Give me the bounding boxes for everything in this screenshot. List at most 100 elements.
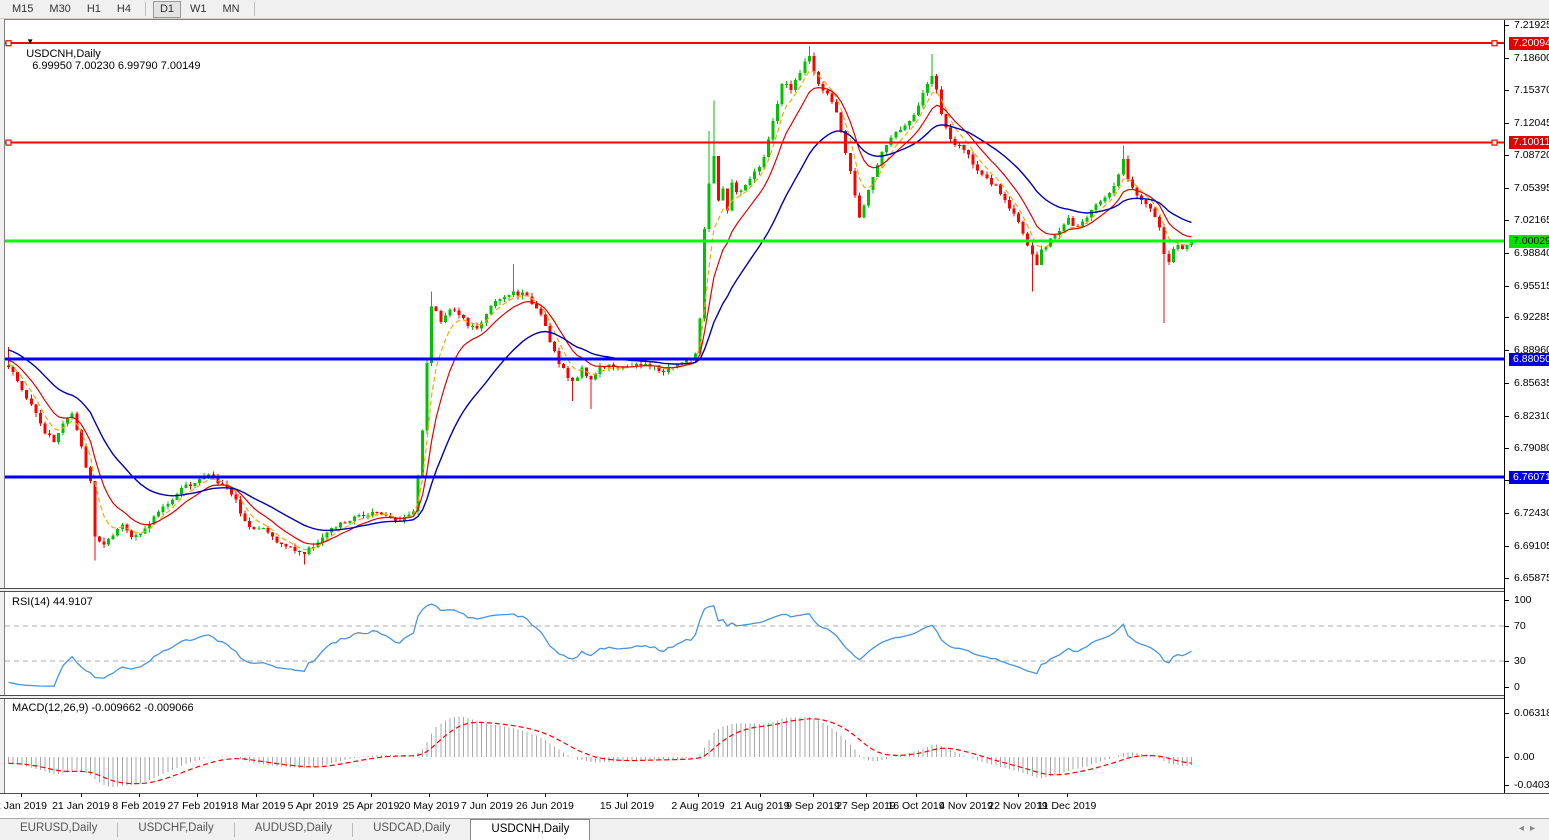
price-tick-label: 7.12045 xyxy=(1514,116,1549,129)
moving-average-ema10 xyxy=(8,86,1192,545)
price-tick-label: 6.92285 xyxy=(1514,311,1549,324)
axis-tick-mark xyxy=(1505,687,1509,688)
level-line-handle xyxy=(1491,40,1498,47)
macd-tick-label: 0.063184 xyxy=(1514,707,1549,720)
axis-tick-mark xyxy=(1505,89,1509,91)
tab-scroll-arrows: ◂▸ xyxy=(1519,823,1541,834)
price-tick-label: 6.82310 xyxy=(1514,409,1549,422)
axis-tick-mark xyxy=(1505,447,1509,449)
time-axis-tick xyxy=(1018,794,1019,797)
time-axis-tick xyxy=(429,794,430,797)
axis-tick-mark xyxy=(1505,577,1509,579)
price-tick-label: 6.65875 xyxy=(1514,571,1549,584)
price-tick-label: 7.08720 xyxy=(1514,149,1549,162)
level-line-handle xyxy=(5,139,12,146)
time-axis-tick xyxy=(966,794,967,797)
time-axis-tick xyxy=(81,794,82,797)
price-level-badge-7.20094: 7.20094 xyxy=(1509,36,1549,50)
macd-pane[interactable] xyxy=(5,699,1504,793)
time-axis-tick xyxy=(256,794,257,797)
moving-average-ema5 xyxy=(8,70,1192,551)
time-axis-label: 7 Jun 2019 xyxy=(461,800,513,812)
axis-tick-mark xyxy=(1505,545,1509,547)
time-axis-tick xyxy=(916,794,917,797)
macd-histogram xyxy=(8,716,1192,787)
time-axis-label: 18 Mar 2019 xyxy=(226,800,286,812)
chart-dropdown-icon[interactable]: ▼ xyxy=(26,37,35,46)
price-level-badge-6.76071: 6.76071 xyxy=(1509,470,1549,484)
price-tick-label: 7.21925 xyxy=(1514,19,1549,32)
time-axis-tick xyxy=(1067,794,1068,797)
timeframe-button-h4[interactable]: H4 xyxy=(116,2,131,15)
macd-tick-label: 0.00 xyxy=(1514,751,1535,763)
axis-tick-mark xyxy=(1505,219,1509,221)
timeframe-button-mn[interactable]: MN xyxy=(222,2,240,15)
rsi-tick-label: 30 xyxy=(1514,654,1526,667)
axis-tick-mark xyxy=(1505,317,1509,319)
time-axis-label: 2 Jan 2019 xyxy=(0,800,47,812)
price-tick-label: 6.85635 xyxy=(1514,376,1549,389)
price-axis-separator xyxy=(1504,20,1505,793)
axis-tick-mark xyxy=(1505,155,1509,157)
axis-tick-mark xyxy=(1505,660,1509,662)
timeframe-button-m30[interactable]: M30 xyxy=(49,2,71,15)
macd-indicator-label: MACD(12,26,9) -0.009662 -0.009066 xyxy=(12,702,194,714)
time-axis-label: 15 Jul 2019 xyxy=(599,800,655,812)
chart-tab-usdchf[interactable]: USDCHF,Daily xyxy=(138,822,214,834)
pane-splitter[interactable] xyxy=(0,588,1545,592)
timeframe-button-d1[interactable]: D1 xyxy=(152,0,181,18)
rsi-indicator-label: RSI(14) 44.9107 xyxy=(12,596,93,608)
price-tick-label: 7.02165 xyxy=(1514,213,1549,226)
rsi-tick-label: 70 xyxy=(1514,620,1526,633)
axis-tick-mark xyxy=(1505,626,1509,628)
moving-average-ema25 xyxy=(8,124,1192,532)
axis-tick-mark xyxy=(1505,188,1509,190)
axis-tick-mark xyxy=(1505,480,1509,482)
price-axis: 7.21925 7.18600 7.15370 7.12045 7.08720 7.053… xyxy=(1505,19,1549,793)
axis-tick-mark xyxy=(1505,122,1509,124)
toolbar-separator xyxy=(144,2,146,16)
axis-tick-mark xyxy=(1505,513,1509,515)
tab-separator xyxy=(352,823,354,837)
rsi-tick-label: 100 xyxy=(1514,594,1532,606)
level-line-handle xyxy=(1491,139,1498,146)
time-axis-label: 27 Feb 2019 xyxy=(167,800,227,812)
chart-tab-usdcad[interactable]: USDCAD,Daily xyxy=(373,822,451,834)
time-axis-label: 8 Feb 2019 xyxy=(112,800,166,812)
chart-ohlc-values: 6.99950 7.00230 6.99790 7.00149 xyxy=(32,60,201,72)
axis-tick-mark xyxy=(1505,285,1509,287)
tab-separator xyxy=(117,823,119,837)
time-axis-tick xyxy=(21,794,22,797)
time-axis-label: 22 Nov 2019 xyxy=(988,800,1048,812)
time-axis-tick xyxy=(197,794,198,797)
axis-tick-mark xyxy=(1505,57,1509,59)
price-tick-label: 6.79080 xyxy=(1514,441,1549,454)
tab-scroll-left-icon[interactable]: ◂ xyxy=(1518,823,1530,834)
timeframe-button-w1[interactable]: W1 xyxy=(190,2,207,15)
time-axis-label: 11 Dec 2019 xyxy=(1037,800,1097,812)
tab-scroll-right-icon[interactable]: ▸ xyxy=(1529,823,1541,834)
time-axis-tick xyxy=(698,794,699,797)
tab-separator xyxy=(233,823,235,837)
chart-tab-audusd[interactable]: AUDUSD,Daily xyxy=(254,822,333,834)
price-level-badge-7.00029: 7.00029 xyxy=(1509,234,1549,248)
toolbar-separator xyxy=(253,2,255,16)
chart-tab-eurusd[interactable]: EURUSD,Daily xyxy=(20,822,98,834)
price-tick-label: 6.69105 xyxy=(1514,539,1549,552)
rsi-pane[interactable] xyxy=(5,592,1504,695)
time-axis-tick xyxy=(139,794,140,797)
main-chart-pane[interactable] xyxy=(5,20,1504,588)
timeframe-button-h1[interactable]: H1 xyxy=(86,2,101,15)
time-axis-tick xyxy=(866,794,867,797)
chart-symbol-label: USDCNH,Daily xyxy=(26,48,101,60)
time-axis-label: 2 Aug 2019 xyxy=(671,800,725,812)
pane-splitter[interactable] xyxy=(0,695,1545,699)
timeframe-button-m15[interactable]: M15 xyxy=(12,2,34,15)
time-axis-tick xyxy=(371,794,372,797)
chart-tab-usdcnh[interactable]: USDCNH,Daily xyxy=(470,819,591,840)
time-axis[interactable]: 2 Jan 2019 21 Jan 2019 8 Feb 2019 27 Feb 20… xyxy=(0,793,1549,819)
price-tick-label: 7.05395 xyxy=(1514,182,1549,195)
price-level-badge-6.88050: 6.88050 xyxy=(1509,352,1549,366)
price-tick-label: 6.98840 xyxy=(1514,246,1549,259)
